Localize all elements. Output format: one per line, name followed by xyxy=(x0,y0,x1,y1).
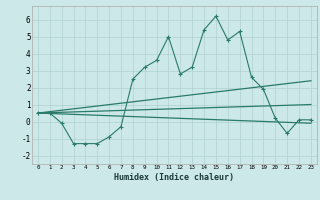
X-axis label: Humidex (Indice chaleur): Humidex (Indice chaleur) xyxy=(115,173,234,182)
